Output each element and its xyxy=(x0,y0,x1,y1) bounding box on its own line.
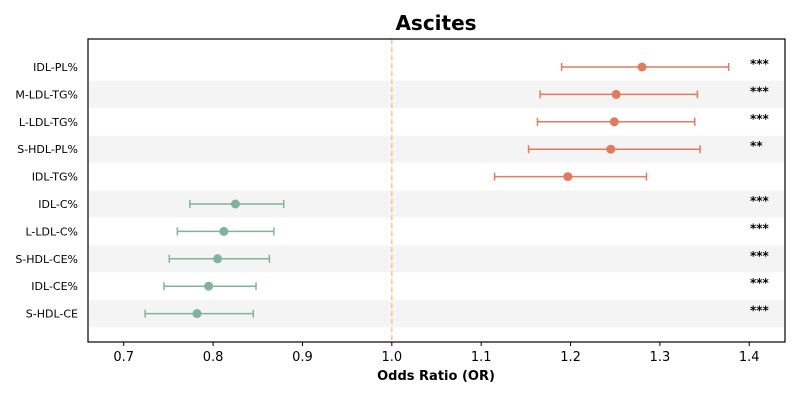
significance-label: *** xyxy=(750,304,770,318)
x-tick-label: 1.1 xyxy=(471,350,492,365)
x-tick-label: 0.8 xyxy=(203,350,224,365)
y-tick-label: IDL-C% xyxy=(38,198,78,211)
y-tick-label: L-LDL-TG% xyxy=(19,116,78,129)
or-point xyxy=(219,226,229,236)
or-point xyxy=(609,117,619,127)
x-tick-label: 1.4 xyxy=(739,350,760,365)
y-tick-label: IDL-CE% xyxy=(31,280,78,293)
y-tick-label: IDL-TG% xyxy=(32,171,78,184)
x-axis-label: Odds Ratio (OR) xyxy=(377,369,495,384)
x-tick-labels: 0.7 0.8 0.9 1.0 1.1 1.2 1.3 1.4 xyxy=(113,342,760,365)
chart-title: Ascites xyxy=(395,11,476,35)
or-point xyxy=(192,309,202,319)
significance-label: ** xyxy=(750,139,763,153)
or-point xyxy=(637,62,647,72)
significance-label: *** xyxy=(750,57,770,71)
y-tick-label: M-LDL-TG% xyxy=(15,88,78,101)
x-tick-label: 1.0 xyxy=(381,350,402,365)
y-tick-label: IDL-PL% xyxy=(33,61,78,74)
or-point xyxy=(204,281,214,291)
significance-label: *** xyxy=(750,221,770,235)
or-point xyxy=(563,172,573,182)
y-tick-label: L-LDL-C% xyxy=(25,225,78,238)
significance-label: *** xyxy=(750,84,770,98)
x-tick-label: 1.3 xyxy=(650,350,671,365)
x-tick-label: 0.9 xyxy=(292,350,313,365)
or-point xyxy=(611,89,621,99)
significance-labels: ************************** xyxy=(750,57,770,318)
significance-label: *** xyxy=(750,249,770,263)
plot-frame xyxy=(87,38,786,343)
or-point xyxy=(213,254,223,264)
or-point xyxy=(230,199,240,209)
x-tick-label: 1.2 xyxy=(560,350,581,365)
significance-label: *** xyxy=(750,112,770,126)
y-tick-labels: IDL-PL% M-LDL-TG% L-LDL-TG% S-HDL-PL% IDL-TG… xyxy=(15,61,78,321)
or-point xyxy=(606,144,616,154)
y-tick-label: S-HDL-CE% xyxy=(15,253,78,266)
odds-ratio-points xyxy=(192,62,647,319)
x-tick-label: 0.7 xyxy=(113,350,134,365)
significance-label: *** xyxy=(750,276,770,290)
significance-label: *** xyxy=(750,194,770,208)
y-tick-label: S-HDL-CE xyxy=(26,308,78,321)
y-tick-label: S-HDL-PL% xyxy=(17,143,78,156)
